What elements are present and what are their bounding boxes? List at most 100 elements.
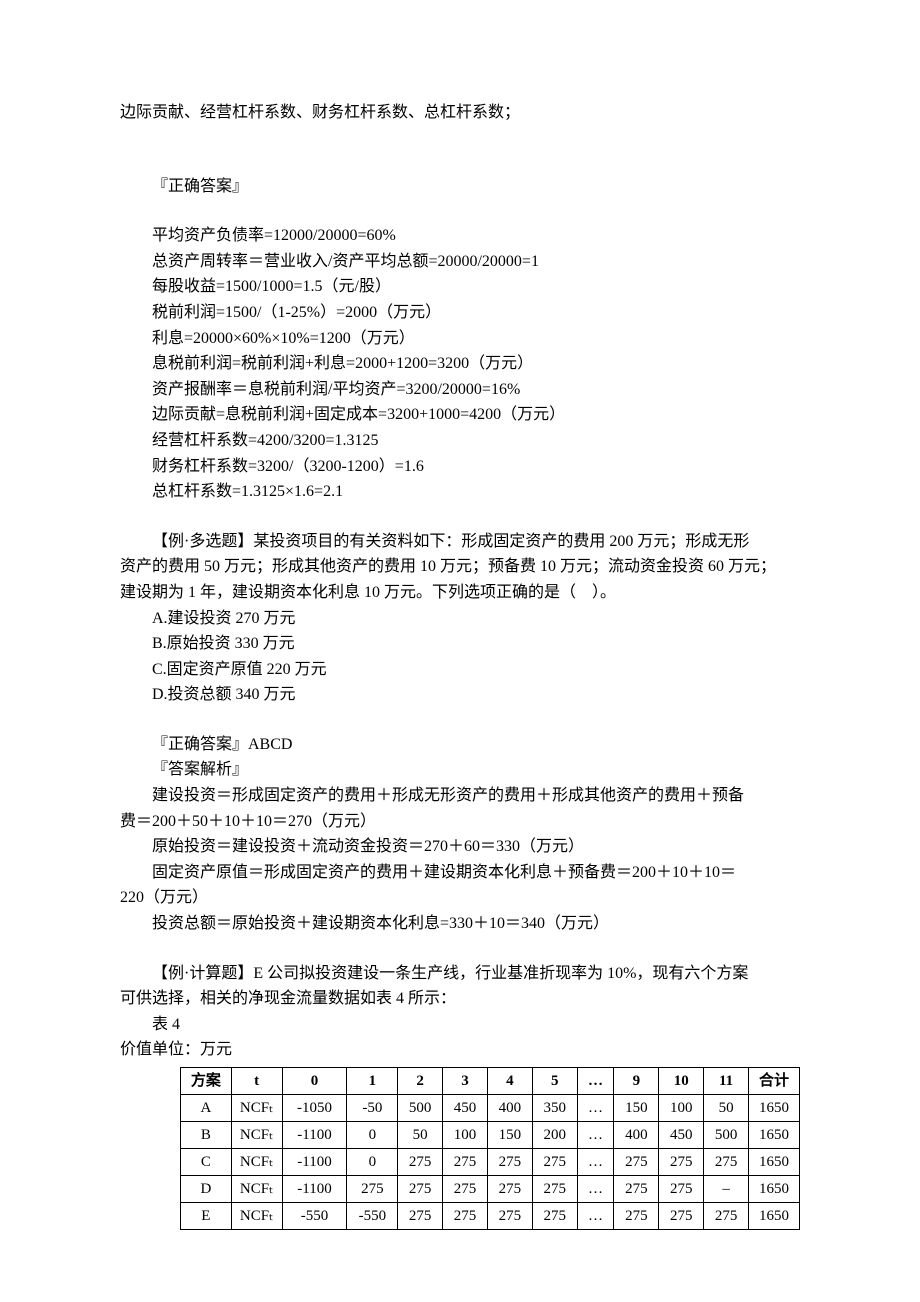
table-cell: NCFₜ (231, 1095, 282, 1122)
unit-label: 价值单位：万元 (120, 1037, 800, 1063)
table-header-cell: 10 (659, 1068, 704, 1095)
table-cell: 275 (659, 1203, 704, 1230)
table-cell: 500 (704, 1122, 749, 1149)
answer1-line: 总资产周转率＝营业收入/资产平均总额=20000/20000=1 (120, 249, 800, 275)
table-cell: C (181, 1149, 232, 1176)
table-cell: NCFₜ (231, 1149, 282, 1176)
table-cell: 275 (532, 1203, 577, 1230)
table-header-cell: 2 (398, 1068, 443, 1095)
table-row: DNCFₜ-1100275275275275275…275275–1650 (181, 1176, 800, 1203)
table-cell: … (577, 1095, 614, 1122)
table-header-cell: 合计 (749, 1068, 800, 1095)
answer2-block: 建设投资＝形成固定资产的费用＋形成无形资产的费用＋形成其他资产的费用＋预备费＝2… (120, 783, 800, 937)
table-cell: 0 (347, 1122, 398, 1149)
answer2-analysis-header: 『答案解析』 (120, 757, 800, 783)
table-header-cell: 11 (704, 1068, 749, 1095)
mcq-option-c: C.固定资产原值 220 万元 (120, 657, 800, 683)
answer2-line: 建设投资＝形成固定资产的费用＋形成无形资产的费用＋形成其他资产的费用＋预备 (120, 783, 800, 809)
mcq-stem-line3: 建设期为 1 年，建设期资本化利息 10 万元。下列选项正确的是（ ）。 (120, 580, 800, 606)
table-cell: 50 (398, 1122, 443, 1149)
table-cell: 275 (443, 1203, 488, 1230)
table-cell: -1100 (282, 1122, 347, 1149)
mcq-option-b: B.原始投资 330 万元 (120, 631, 800, 657)
table-cell: 275 (398, 1203, 443, 1230)
table-cell: 0 (347, 1149, 398, 1176)
table-header-cell: t (231, 1068, 282, 1095)
table-cell: 275 (614, 1203, 659, 1230)
table-cell: NCFₜ (231, 1176, 282, 1203)
table-cell: 1650 (749, 1149, 800, 1176)
table-cell: 275 (487, 1203, 532, 1230)
table-cell: -550 (282, 1203, 347, 1230)
table-cell: 275 (532, 1149, 577, 1176)
table-row: CNCFₜ-11000275275275275…2752752751650 (181, 1149, 800, 1176)
table-header-row: 方案t012345…91011合计 (181, 1068, 800, 1095)
mcq-option-d: D.投资总额 340 万元 (120, 682, 800, 708)
answer2-line: 费＝200＋50＋10＋10＝270（万元） (120, 809, 800, 835)
table-cell: 275 (443, 1176, 488, 1203)
answer1-line: 税前利润=1500/（1-25%）=2000（万元） (120, 300, 800, 326)
table-cell: 100 (443, 1122, 488, 1149)
table-cell: -550 (347, 1203, 398, 1230)
table-cell: 1650 (749, 1095, 800, 1122)
answer2-header: 『正确答案』ABCD (120, 732, 800, 758)
table-cell: – (704, 1176, 749, 1203)
calc-q-line1: 【例·计算题】E 公司拟投资建设一条生产线，行业基准折现率为 10%，现有六个方… (120, 961, 800, 987)
table-cell: 275 (614, 1176, 659, 1203)
table-cell: 100 (659, 1095, 704, 1122)
cashflow-table: 方案t012345…91011合计ANCFₜ-1050-505004504003… (180, 1067, 800, 1230)
table-cell: … (577, 1122, 614, 1149)
table-header-cell: … (577, 1068, 614, 1095)
table-label: 表 4 (120, 1012, 800, 1038)
table-cell: 275 (532, 1176, 577, 1203)
table-header-cell: 3 (443, 1068, 488, 1095)
table-cell: 1650 (749, 1122, 800, 1149)
table-cell: … (577, 1149, 614, 1176)
table-cell: 275 (487, 1176, 532, 1203)
table-cell: NCFₜ (231, 1122, 282, 1149)
table-cell: 150 (487, 1122, 532, 1149)
table-cell: 450 (659, 1122, 704, 1149)
table-cell: E (181, 1203, 232, 1230)
calc-q-line2: 可供选择，相关的净现金流量数据如表 4 所示： (120, 986, 800, 1012)
table-cell: 500 (398, 1095, 443, 1122)
mcq-stem-line2: 资产的费用 50 万元；形成其他资产的费用 10 万元；预备费 10 万元；流动… (120, 554, 800, 580)
table-cell: 275 (659, 1149, 704, 1176)
answer1-line: 每股收益=1500/1000=1.5（元/股） (120, 274, 800, 300)
table-cell: -1100 (282, 1176, 347, 1203)
table-header-cell: 5 (532, 1068, 577, 1095)
table-cell: 275 (443, 1149, 488, 1176)
spacer (120, 937, 800, 961)
spacer (120, 505, 800, 529)
spacer (120, 126, 800, 150)
table-cell: 400 (614, 1122, 659, 1149)
table-cell: 350 (532, 1095, 577, 1122)
table-header-cell: 4 (487, 1068, 532, 1095)
table-row: ANCFₜ-1050-50500450400350…150100501650 (181, 1095, 800, 1122)
answer1-block: 平均资产负债率=12000/20000=60%总资产周转率＝营业收入/资产平均总… (120, 223, 800, 505)
answer2-line: 固定资产原值＝形成固定资产的费用＋建设期资本化利息＋预备费＝200＋10＋10＝ (120, 860, 800, 886)
spacer (120, 708, 800, 732)
table-header-cell: 1 (347, 1068, 398, 1095)
table-cell: 275 (614, 1149, 659, 1176)
table-cell: -1100 (282, 1149, 347, 1176)
table-row: BNCFₜ-1100050100150200…4004505001650 (181, 1122, 800, 1149)
answer2-line: 220（万元） (120, 885, 800, 911)
table-cell: 450 (443, 1095, 488, 1122)
table-header-cell: 9 (614, 1068, 659, 1095)
table-cell: … (577, 1176, 614, 1203)
answer1-line: 利息=20000×60%×10%=1200（万元） (120, 326, 800, 352)
table-cell: 150 (614, 1095, 659, 1122)
answer1-line: 平均资产负债率=12000/20000=60% (120, 223, 800, 249)
answer1-header: 『正确答案』 (120, 174, 800, 200)
table-cell: 1650 (749, 1176, 800, 1203)
table-cell: D (181, 1176, 232, 1203)
table-cell: 275 (398, 1176, 443, 1203)
table-cell: 200 (532, 1122, 577, 1149)
page: 边际贡献、经营杠杆系数、财务杠杆系数、总杠杆系数； 『正确答案』 平均资产负债率… (0, 0, 920, 1290)
table-cell: NCFₜ (231, 1203, 282, 1230)
table-header-cell: 0 (282, 1068, 347, 1095)
table-row: ENCFₜ-550-550275275275275…2752752751650 (181, 1203, 800, 1230)
table-cell: -50 (347, 1095, 398, 1122)
spacer (120, 199, 800, 223)
